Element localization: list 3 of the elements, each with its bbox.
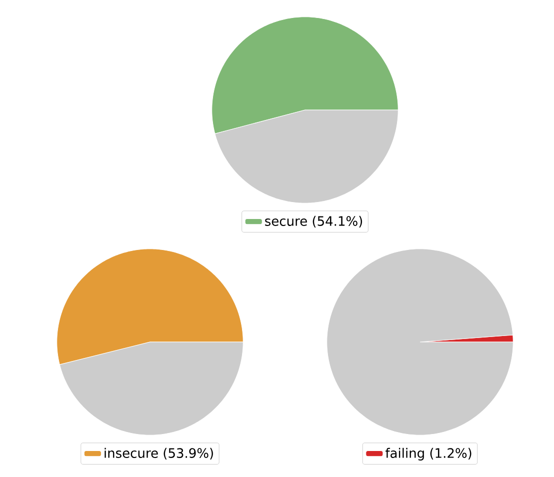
legend-label: secure (54.1%) <box>265 216 362 228</box>
legend-label: insecure (53.9%) <box>104 448 213 460</box>
legend-label: failing (1.2%) <box>386 448 472 460</box>
